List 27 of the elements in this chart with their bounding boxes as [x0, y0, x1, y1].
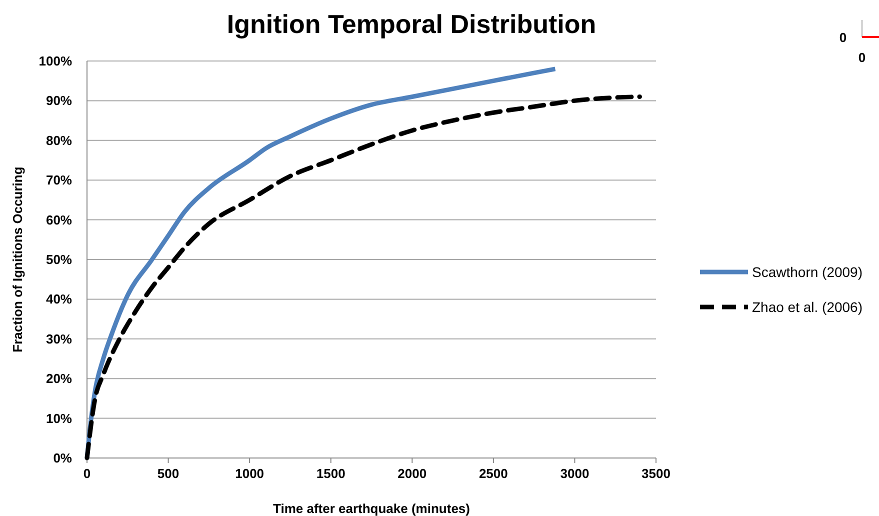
text: 0	[839, 30, 847, 45]
y-tick-label: 60%	[46, 212, 72, 228]
y-tick-label: 70%	[46, 172, 72, 188]
x-tick-label: 1000	[235, 466, 264, 481]
y-tick-label: 80%	[46, 132, 72, 148]
chart-title: Ignition Temporal Distribution	[226, 9, 596, 39]
y-tick-label: 90%	[46, 93, 72, 108]
x-axis-title: Time after earthquake (minutes)	[273, 501, 470, 516]
x-tick-label: 500	[157, 466, 180, 481]
y-tick-label: 20%	[46, 371, 72, 386]
y-tick-label: 0%	[53, 450, 72, 466]
y-tick-label: 40%	[46, 292, 72, 307]
y-axis-title: Fraction of Ignitions Occuring	[10, 166, 25, 352]
x-tick-label: 2500	[478, 466, 508, 481]
text: 0	[858, 50, 866, 65]
line-series	[84, 94, 642, 460]
y-tick-label: 50%	[46, 252, 72, 267]
x-tick-label: 2000	[398, 466, 427, 481]
y-tick-label: 30%	[46, 331, 72, 346]
x-tick-label: 1500	[316, 466, 346, 481]
x-tick-label: 3500	[642, 466, 670, 481]
y-tick-label: 100%	[38, 54, 72, 68]
y-tick-label: 10%	[46, 410, 72, 426]
x-tick-label: 3000	[560, 466, 590, 481]
legend-label: Scawthorn (2009)	[752, 264, 863, 280]
legend-label: Zhao et al. (2006)	[752, 299, 863, 315]
x-tick-label: 0	[83, 466, 91, 481]
